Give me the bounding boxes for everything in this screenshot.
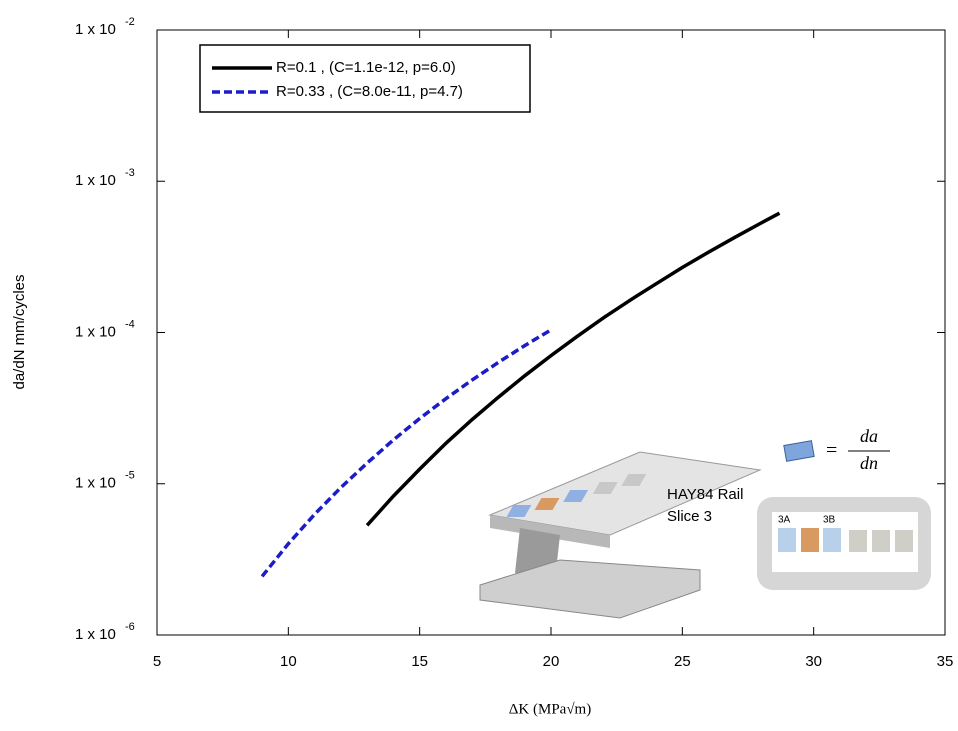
legend-label: R=0.1 , (C=1.1e-12, p=6.0) xyxy=(276,59,456,76)
crack-icon xyxy=(783,440,815,462)
legend-box xyxy=(199,44,531,113)
eq-sign: = xyxy=(826,440,837,462)
y-tick-label: 1 x 10 xyxy=(75,21,116,38)
y-tick-exponent: -3 xyxy=(125,167,135,179)
x-tick-label: 30 xyxy=(805,653,822,670)
x-tick-label: 20 xyxy=(543,653,560,670)
eq-den: dn xyxy=(860,453,878,473)
rail-head xyxy=(488,451,762,536)
slice-block xyxy=(849,530,867,552)
y-tick-label: 1 x 10 xyxy=(75,172,116,189)
x-tick-label: 15 xyxy=(411,653,428,670)
slice-block xyxy=(823,528,841,552)
y-tick-exponent: -2 xyxy=(125,16,135,28)
y-tick-exponent: -5 xyxy=(125,470,135,482)
slice-a: 3A xyxy=(778,515,791,526)
y-axis-label: da/dN mm/cycles xyxy=(11,274,28,389)
y-tick-label: 1 x 10 xyxy=(75,626,116,643)
slice-label: Slice 3 xyxy=(667,508,712,525)
x-axis-label: ΔK (MPa√m) xyxy=(509,701,591,717)
y-tick-exponent: -6 xyxy=(125,621,135,633)
rail-label: HAY84 Rail xyxy=(667,486,743,503)
slice-b: 3B xyxy=(823,515,836,526)
x-tick-label: 25 xyxy=(674,653,691,670)
slice-block xyxy=(778,528,796,552)
y-tick-label: 1 x 10 xyxy=(75,475,116,492)
slice-block xyxy=(895,530,913,552)
slice-block xyxy=(801,528,819,552)
rail-head-side xyxy=(490,515,610,548)
rail-block xyxy=(563,490,589,502)
x-tick-label: 10 xyxy=(280,653,297,670)
slice-strip xyxy=(772,512,918,572)
x-tick-label: 5 xyxy=(153,653,161,670)
data-line xyxy=(365,211,781,527)
y-tick-label: 1 x 10 xyxy=(75,323,116,340)
legend-label: R=0.33 , (C=8.0e-11, p=4.7) xyxy=(276,83,463,100)
x-tick-label: 35 xyxy=(937,653,954,670)
rail-foot xyxy=(479,559,701,619)
rail-illustration xyxy=(479,440,931,619)
y-tick-exponent: -4 xyxy=(125,318,135,330)
rail-block xyxy=(592,482,618,494)
rail-block xyxy=(621,474,647,486)
eq-num: da xyxy=(860,426,878,446)
data-line xyxy=(260,328,552,578)
rail-block xyxy=(534,498,560,510)
slice-block xyxy=(872,530,890,552)
rail-block xyxy=(506,505,532,517)
